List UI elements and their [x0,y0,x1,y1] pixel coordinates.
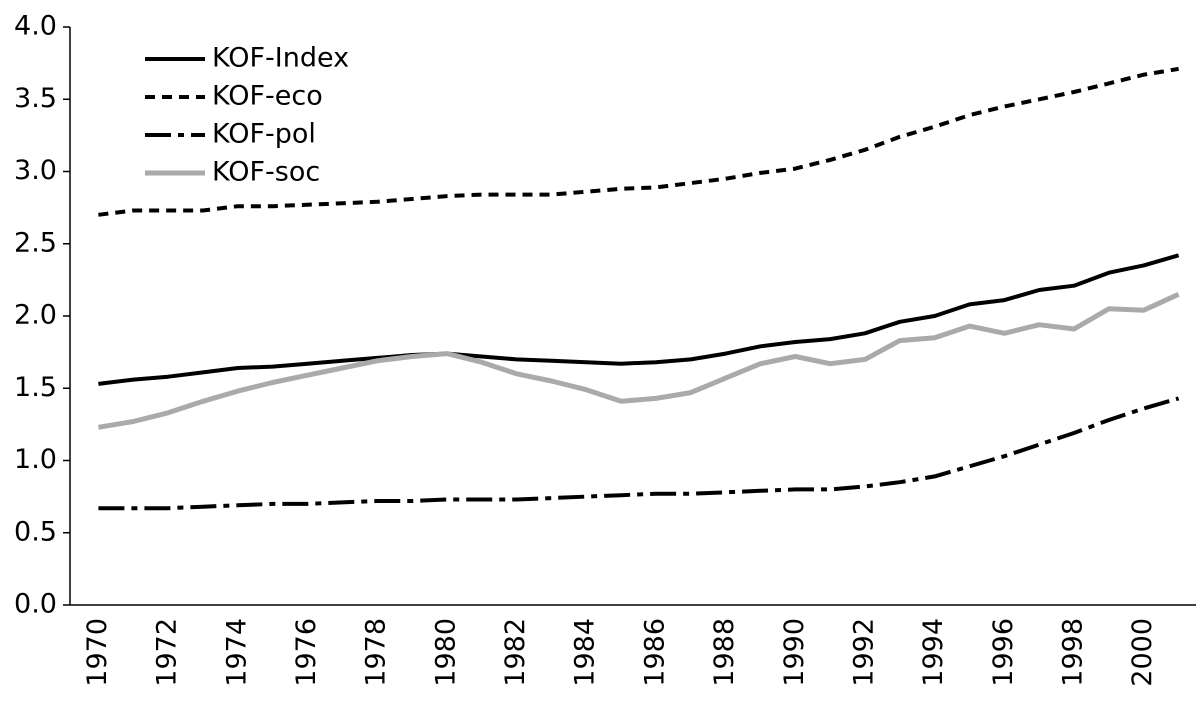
y-tick-label: 1.5 [14,372,57,403]
x-tick-label: 1982 [500,618,531,687]
x-tick-label: 1990 [779,618,810,687]
y-tick-label: 2.5 [14,227,57,258]
x-tick-label: 1984 [570,618,601,687]
x-tick-label: 1992 [848,618,879,687]
y-tick-label: 0.0 [14,589,57,620]
x-tick-label: 1978 [361,618,392,687]
legend-label: KOF-soc [212,157,320,188]
x-tick-label: 1976 [291,618,322,687]
y-tick-label: 2.0 [14,300,57,331]
y-tick-label: 3.0 [14,155,57,186]
x-tick-label: 1986 [639,618,670,687]
line [97,292,1180,430]
x-tick-label: 2000 [1127,618,1158,687]
y-tick-label: 4.0 [14,11,57,42]
x-tick-label: 1998 [1058,618,1089,687]
x-tick-label: 1972 [152,618,183,687]
y-tick-label: 1.0 [14,444,57,475]
x-tick-label: 1974 [221,618,252,687]
x-tick-label: 1996 [988,618,1019,687]
x-tick-label: 1988 [709,618,740,687]
legend-label: KOF-eco [212,81,323,112]
x-tick-label: 1970 [82,618,113,687]
y-tick-label: 3.5 [14,83,57,114]
y-tick-label: 0.5 [14,516,57,547]
x-tick-label: 1980 [430,618,461,687]
line [98,253,1180,386]
line [98,396,1180,511]
legend-label: KOF-pol [212,119,316,150]
legend-label: KOF-Index [212,43,349,74]
x-tick-label: 1994 [918,618,949,687]
